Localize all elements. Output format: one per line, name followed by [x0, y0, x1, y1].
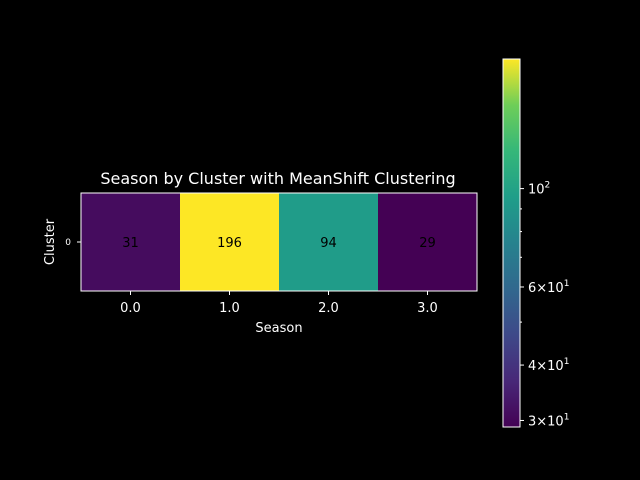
- colorbar-tick-label: 6×101: [528, 279, 569, 296]
- colorbar-tick-label: 3×101: [528, 412, 569, 429]
- heatmap-cell: [180, 193, 280, 291]
- y-axis-ticks: 0: [65, 238, 81, 248]
- cell-value-label: 94: [320, 236, 337, 251]
- heatmap-cells: 31 196 94 29: [81, 193, 478, 291]
- colorbar-tick-label: 4×101: [528, 357, 569, 374]
- cell-value-label: 29: [419, 236, 436, 251]
- heatmap-cell: [378, 193, 478, 291]
- x-axis-label: Season: [255, 321, 302, 336]
- x-axis-ticks: 0.0 1.0 2.0 3.0: [120, 291, 438, 316]
- cell-value-label: 31: [122, 236, 139, 251]
- colorbar: [502, 58, 521, 428]
- x-tick-label: 3.0: [417, 301, 438, 316]
- heatmap-cell: [81, 193, 181, 291]
- y-tick-label: 0: [65, 238, 71, 248]
- y-axis-label: Cluster: [43, 218, 58, 265]
- heatmap-cell: [279, 193, 379, 291]
- x-tick-label: 0.0: [120, 301, 141, 316]
- chart-title: Season by Cluster with MeanShift Cluster…: [100, 169, 455, 188]
- x-tick-label: 2.0: [318, 301, 339, 316]
- x-tick-label: 1.0: [219, 301, 240, 316]
- cell-value-label: 196: [217, 236, 242, 251]
